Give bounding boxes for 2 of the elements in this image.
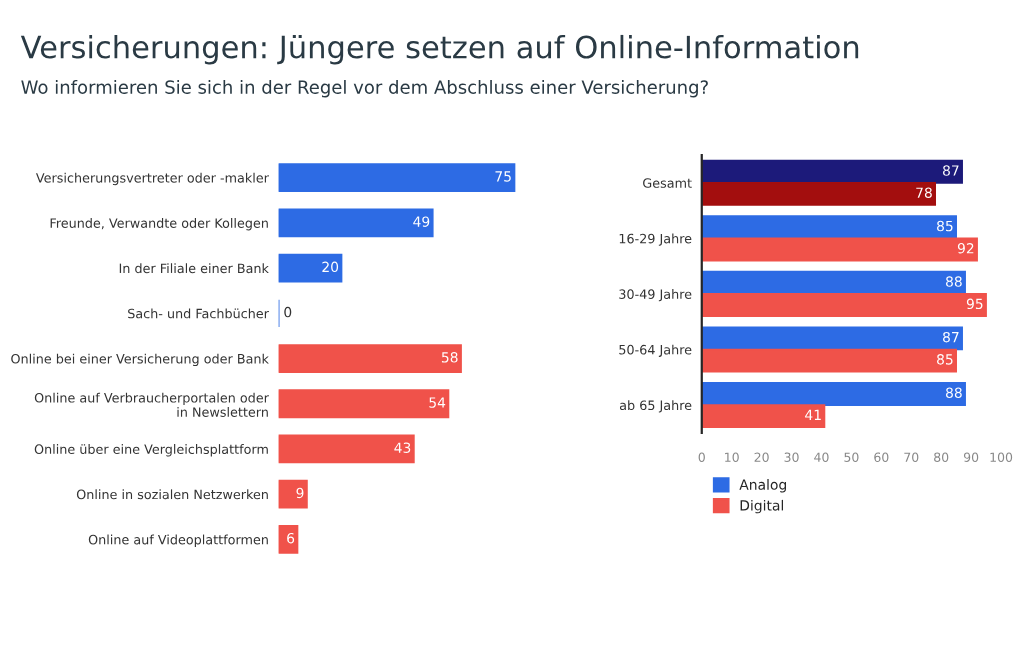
chart-subtitle: Wo informieren Sie sich in der Regel vor dem Abschluss einer Versicherung? (21, 79, 708, 98)
chart-title: Versicherungen: Jüngere setzen auf Online-Information (20, 34, 859, 65)
